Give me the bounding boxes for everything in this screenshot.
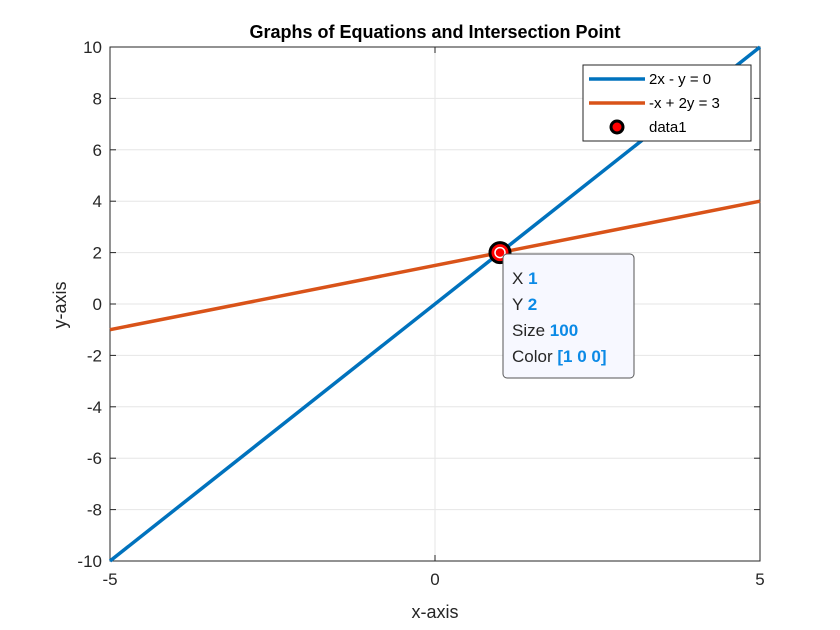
x-axis-label: x-axis — [411, 602, 458, 622]
datatip-value: 1 — [528, 269, 537, 288]
datatip-value: [1 0 0] — [557, 347, 606, 366]
y-tick-label: -8 — [87, 501, 102, 520]
datatip-row-x: X 1 — [512, 269, 538, 288]
datatip-row-color: Color [1 0 0] — [512, 347, 607, 366]
y-tick-label: 8 — [93, 89, 102, 108]
datatip-key: Color — [512, 347, 557, 366]
datatip-key: Y — [512, 295, 528, 314]
chart-title: Graphs of Equations and Intersection Poi… — [249, 22, 620, 42]
legend-swatch-3 — [609, 119, 625, 135]
legend[interactable]: 2x - y = 0 -x + 2y = 3 data1 — [582, 64, 752, 142]
datatip-value: 2 — [528, 295, 537, 314]
y-tick-label: 10 — [83, 38, 102, 57]
y-axis-label: y-axis — [50, 281, 70, 328]
y-tick-label: 6 — [93, 141, 102, 160]
legend-label-1: 2x - y = 0 — [649, 71, 711, 88]
scatter-point-highlight — [494, 246, 506, 259]
datatip-row-size: Size 100 — [512, 321, 578, 340]
series-line-2[interactable] — [109, 199, 761, 332]
datatip-value: 100 — [550, 321, 578, 340]
x-tick-label: -5 — [102, 570, 117, 589]
legend-label-2: -x + 2y = 3 — [649, 95, 720, 112]
legend-label-3: data1 — [649, 119, 687, 136]
datatip-row-y: Y 2 — [512, 295, 537, 314]
x-tick-label: 5 — [755, 570, 764, 589]
y-tick-label: -6 — [87, 449, 102, 468]
x-tick-label: 0 — [430, 570, 439, 589]
y-tick-label: 4 — [93, 192, 102, 211]
datatip-box — [502, 253, 635, 379]
y-tick-label: 0 — [93, 295, 102, 314]
y-tick-label: -2 — [87, 346, 102, 365]
datatip-key: Size — [512, 321, 550, 340]
y-tick-label: 2 — [93, 244, 102, 263]
datatip-key: X — [512, 269, 528, 288]
y-tick-label: -10 — [77, 552, 102, 571]
y-tick-label: -4 — [87, 398, 102, 417]
